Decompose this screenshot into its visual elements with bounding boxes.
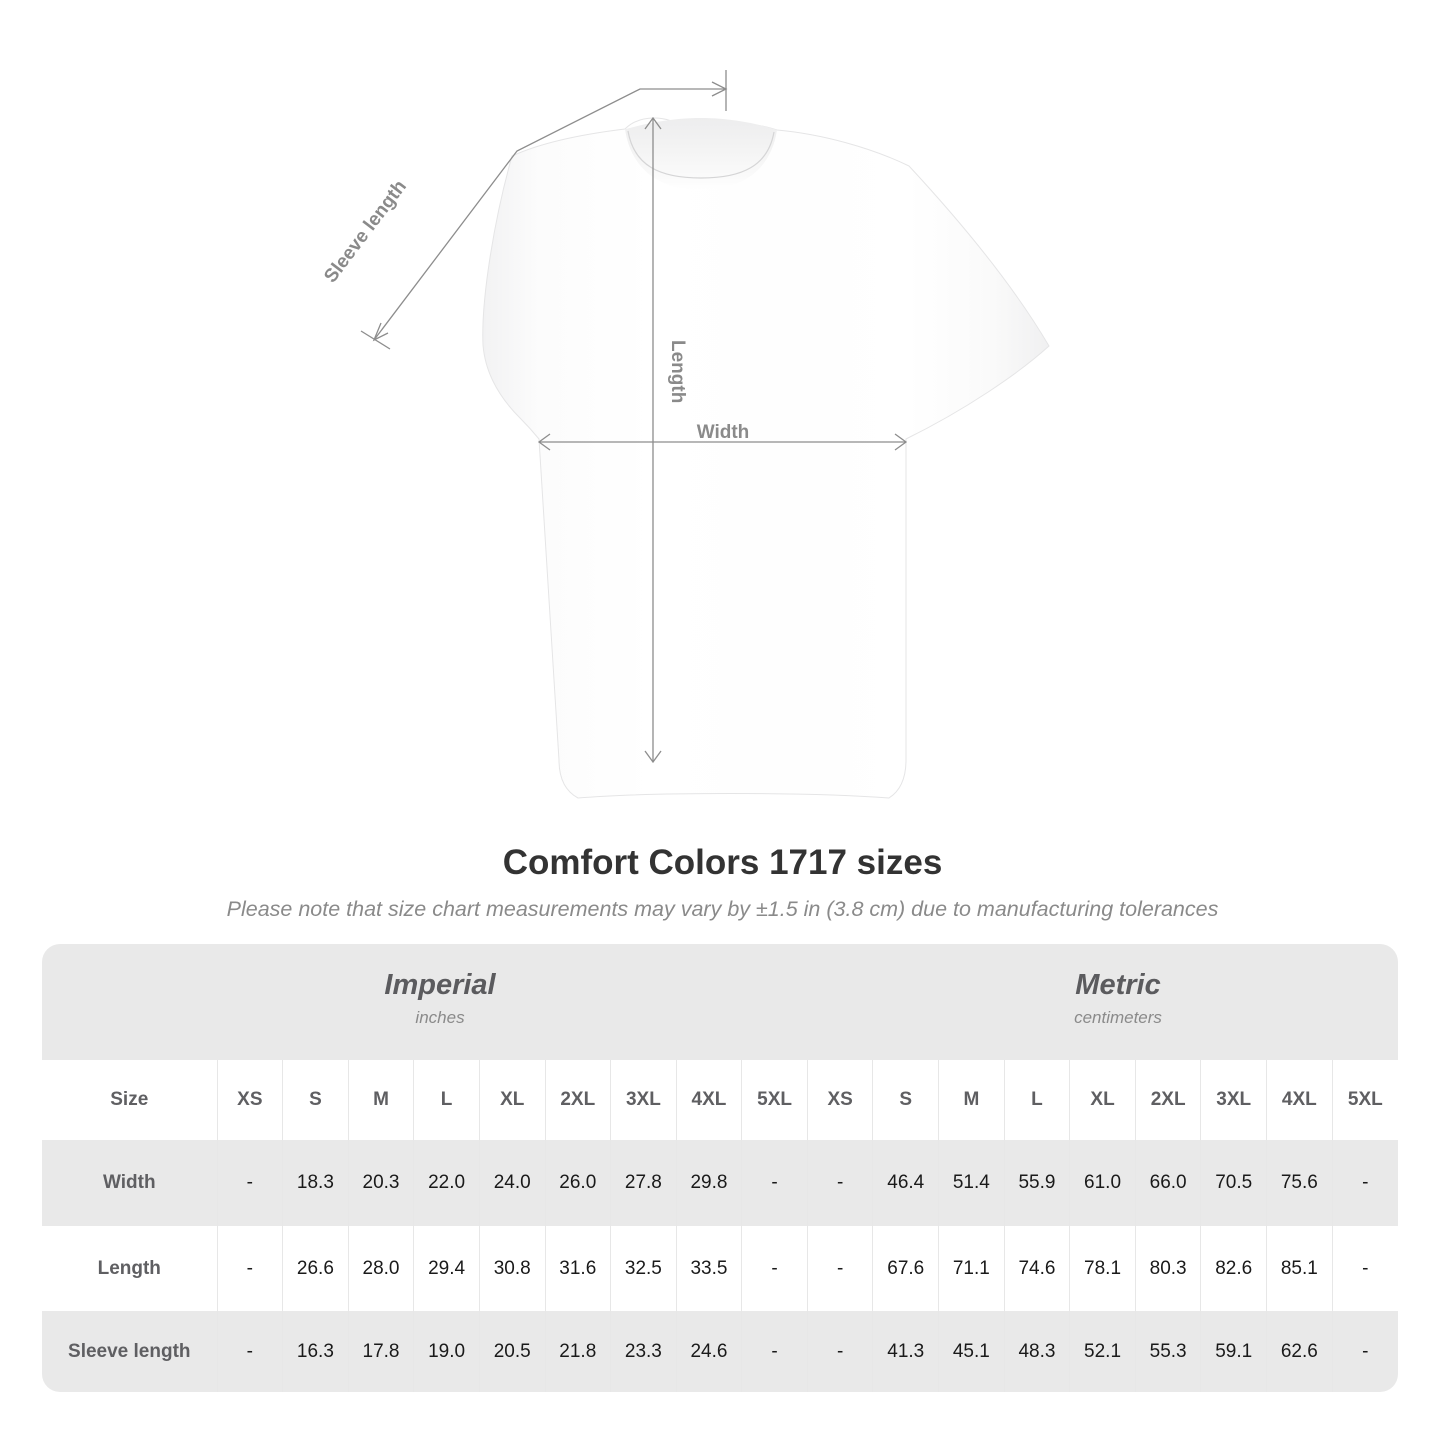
svg-text:Length: Length	[667, 340, 688, 403]
svg-text:Width: Width	[697, 422, 750, 443]
svg-text:Sleeve length: Sleeve length	[320, 176, 411, 286]
